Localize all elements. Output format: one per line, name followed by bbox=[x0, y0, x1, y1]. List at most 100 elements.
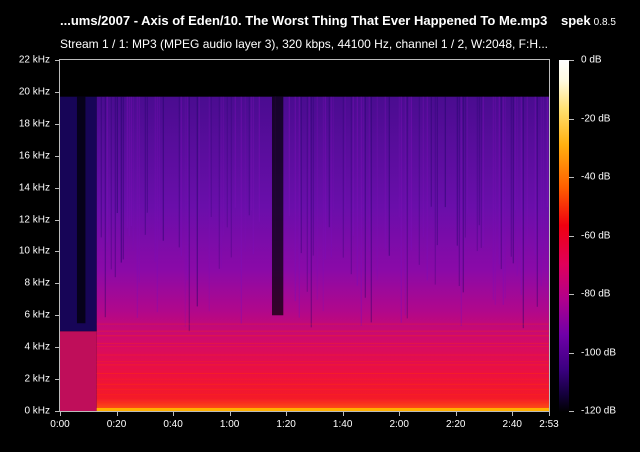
harmonic-line bbox=[96, 354, 549, 356]
spectrogram-streak bbox=[188, 96, 190, 332]
time-tick bbox=[342, 411, 344, 416]
spectrogram-canvas bbox=[60, 60, 549, 411]
spectrogram-streak bbox=[404, 96, 406, 316]
spectrogram-streak bbox=[122, 96, 124, 260]
frequency-tick bbox=[55, 379, 60, 381]
db-tick bbox=[569, 352, 574, 354]
spectrogram-streak bbox=[510, 96, 512, 257]
spectrogram-streak bbox=[370, 96, 372, 323]
spectrogram-streak bbox=[492, 96, 494, 300]
spectrogram-streak bbox=[384, 96, 386, 249]
frequency-tick bbox=[55, 91, 60, 93]
app-name-text: spek bbox=[561, 13, 591, 28]
time-tick-label: 1:20 bbox=[276, 419, 296, 430]
frequency-tick-label: 12 kHz bbox=[18, 214, 50, 226]
spectrogram-streak bbox=[360, 96, 362, 326]
spectrogram-streak bbox=[476, 96, 478, 252]
spectrogram-streak bbox=[376, 96, 378, 281]
frequency-tick bbox=[55, 283, 60, 285]
db-tick-label: -100 dB bbox=[581, 347, 617, 358]
time-tick bbox=[455, 411, 457, 416]
spectrogram-floor bbox=[96, 408, 549, 411]
time-tick-label: 0:20 bbox=[106, 419, 127, 430]
spectrogram-streak bbox=[388, 96, 390, 256]
time-tick-label: 0:00 bbox=[50, 419, 70, 430]
spectrogram-streak bbox=[362, 96, 364, 218]
spectrogram-streak bbox=[514, 96, 516, 211]
stream-info: Stream 1 / 1: MP3 (MPEG audio layer 3), … bbox=[60, 37, 549, 51]
harmonic-line bbox=[96, 364, 549, 366]
intro-band bbox=[60, 331, 97, 411]
spectrogram-streak bbox=[494, 96, 496, 305]
frequency-tick bbox=[55, 187, 60, 189]
spectrogram-streak bbox=[110, 96, 112, 270]
spectrogram-streak bbox=[218, 96, 220, 269]
spectrogram-streak bbox=[464, 96, 466, 238]
spectrogram-streak bbox=[252, 96, 254, 255]
spectrogram-streak bbox=[410, 96, 412, 251]
spectrogram-streak bbox=[220, 96, 222, 269]
spectrogram-streak bbox=[460, 96, 462, 326]
spectrogram-streak bbox=[158, 96, 160, 240]
frequency-tick-label: 8 kHz bbox=[24, 277, 50, 289]
quiet-dip bbox=[271, 96, 284, 316]
time-tick bbox=[399, 411, 401, 416]
spectrogram-streak bbox=[408, 96, 410, 238]
spectrogram-streak bbox=[434, 96, 436, 285]
file-title: ...ums/2007 - Axis of Eden/10. The Worst… bbox=[60, 13, 548, 28]
spectrogram-streak bbox=[462, 96, 464, 293]
frequency-tick-label: 14 kHz bbox=[18, 182, 50, 194]
db-tick bbox=[569, 177, 574, 178]
spectrogram-streak bbox=[106, 96, 108, 243]
harmonic-line bbox=[96, 342, 549, 344]
harmonic-line bbox=[96, 323, 549, 325]
harmonic-line bbox=[96, 402, 549, 404]
spectrogram-streak bbox=[234, 96, 236, 208]
spectrogram-streak bbox=[534, 96, 536, 255]
frequency-tick-label: 22 kHz bbox=[18, 54, 50, 66]
spectrogram-streak bbox=[458, 96, 460, 286]
time-tick-label: 2:00 bbox=[389, 419, 409, 430]
spectrogram-streak bbox=[308, 96, 310, 274]
spectrogram-streak bbox=[306, 96, 308, 292]
harmonic-line bbox=[96, 372, 549, 374]
spectrogram-streak bbox=[240, 96, 242, 324]
harmonic-line bbox=[96, 330, 549, 332]
frequency-tick bbox=[55, 315, 60, 317]
spectrogram-streak bbox=[436, 96, 438, 246]
spectrogram-streak bbox=[178, 96, 180, 248]
spectrogram-streak bbox=[300, 96, 302, 254]
spectrogram-streak bbox=[198, 96, 200, 210]
db-tick-label: -120 dB bbox=[581, 405, 617, 417]
time-tick bbox=[512, 411, 514, 416]
frequency-tick bbox=[55, 251, 60, 253]
spectrogram-streak bbox=[400, 96, 402, 323]
db-tick bbox=[569, 294, 574, 295]
db-tick-label: 0 dB bbox=[581, 54, 602, 66]
frequency-tick bbox=[55, 347, 60, 349]
spectrogram-streak bbox=[136, 96, 138, 318]
time-tick bbox=[549, 411, 550, 416]
spectrogram-streak bbox=[480, 96, 482, 248]
spectrogram-streak bbox=[526, 96, 528, 245]
spectrogram-streak bbox=[104, 96, 106, 318]
spectrogram-streak bbox=[516, 96, 518, 276]
spectrogram-streak bbox=[406, 96, 408, 319]
spectrogram-streak bbox=[342, 96, 344, 258]
frequency-tick-label: 4 kHz bbox=[24, 341, 50, 353]
spectrogram-streak bbox=[444, 96, 446, 208]
spectrogram-streak bbox=[316, 96, 318, 300]
spectrogram-streak bbox=[288, 96, 290, 217]
spectrogram-plot[interactable] bbox=[59, 59, 550, 412]
spectrogram-streak bbox=[350, 96, 352, 275]
harmonic-line bbox=[96, 394, 549, 396]
spectrogram-streak bbox=[324, 96, 326, 260]
spectrogram-dips bbox=[76, 96, 284, 324]
spectrogram-streak bbox=[298, 96, 300, 318]
spectrogram-streak bbox=[478, 96, 480, 226]
spectrogram-streak bbox=[146, 96, 148, 213]
spectrogram-streak bbox=[184, 96, 186, 327]
spectrogram-streak bbox=[536, 96, 538, 307]
db-tick-label: -20 dB bbox=[581, 113, 611, 124]
frequency-tick bbox=[55, 60, 60, 61]
